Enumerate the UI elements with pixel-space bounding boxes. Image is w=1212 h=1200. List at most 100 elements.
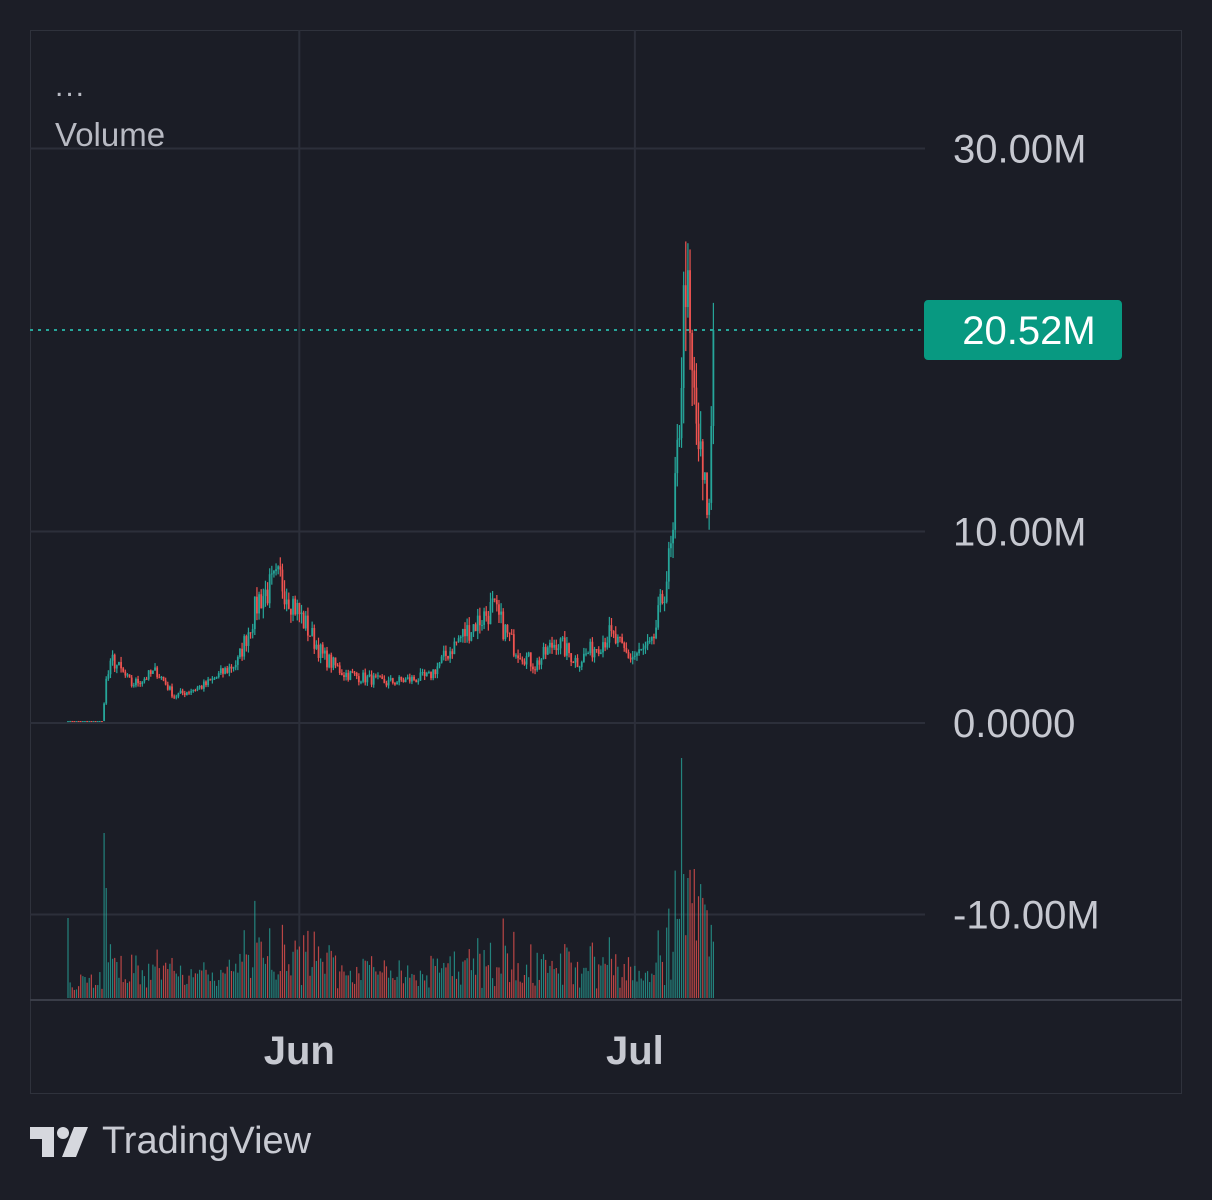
candle-body [190, 691, 193, 693]
candle-body [614, 633, 617, 644]
candle-body [625, 647, 628, 652]
candlesticks[interactable] [67, 241, 715, 723]
candle-body [570, 653, 573, 663]
candle-body [574, 657, 577, 663]
candle-body [640, 649, 643, 651]
candle-body [249, 632, 252, 634]
candle-body [508, 632, 511, 634]
candle-body [430, 672, 432, 679]
candle-body [338, 665, 341, 673]
candle-body [166, 684, 169, 690]
candle-body [566, 643, 568, 656]
candle-body [440, 656, 443, 663]
candle-body [538, 660, 541, 665]
candle-body [476, 615, 479, 632]
candle-body [264, 589, 267, 597]
last-value-badge-label: 20.52M [962, 309, 1095, 353]
candle-body [251, 629, 254, 633]
candle-body [704, 472, 706, 480]
candle-body [107, 674, 110, 679]
candle-body [164, 680, 167, 685]
candle-body [638, 649, 640, 654]
candle-body [84, 721, 86, 723]
candle-body [262, 596, 265, 609]
brand-name: TradingView [102, 1120, 312, 1162]
candle-body [457, 638, 460, 642]
candle-body [682, 285, 685, 388]
tradingview-logo-icon [30, 1126, 88, 1157]
candle-body [304, 615, 307, 629]
candle-body [661, 593, 664, 604]
chart-frame[interactable] [30, 30, 1182, 1094]
last-value-badge-bg [924, 300, 1122, 361]
candle-body [374, 675, 377, 677]
price-axis-label: 30.00M [953, 128, 1086, 172]
volume-bars [67, 758, 714, 998]
candle-body [213, 678, 216, 680]
candle-body [192, 689, 195, 692]
candle-body [691, 332, 694, 371]
candle-body [130, 677, 133, 686]
candle-body [381, 676, 384, 679]
candle-body [71, 721, 74, 723]
candle-body [636, 653, 638, 656]
candle-body [436, 666, 439, 675]
candle-body [706, 472, 708, 515]
legend-menu-button[interactable]: ... [55, 70, 87, 103]
candle-body [105, 678, 108, 704]
candle-body [351, 671, 354, 673]
candle-body [222, 668, 224, 674]
candle-body [606, 642, 609, 648]
candle-body [487, 615, 490, 625]
candle-body [495, 599, 498, 605]
candle-body [171, 686, 173, 697]
candle-body [241, 648, 243, 657]
time-axis[interactable]: Jun Jul [264, 1029, 664, 1073]
candle-body [94, 721, 97, 723]
candle-body [383, 678, 386, 684]
candle-body [137, 678, 139, 684]
candle-body [712, 330, 715, 426]
candle-body [483, 611, 486, 625]
candle-body [285, 599, 288, 605]
candle-body [587, 653, 590, 655]
candle-body [404, 678, 407, 683]
candle-body [205, 681, 207, 686]
candle-body [268, 574, 271, 604]
tradingview-brand[interactable]: TradingView [30, 1120, 311, 1163]
candle-body [432, 669, 435, 679]
candle-body [536, 660, 539, 670]
candle-body [152, 670, 154, 674]
candle-body [402, 680, 405, 683]
candle-body [659, 593, 662, 606]
candle-body [103, 703, 105, 722]
candle-body [491, 598, 494, 602]
candle-body [655, 627, 657, 639]
price-axis[interactable]: 30.00M 10.00M 0.0000 -10.00M [953, 128, 1100, 938]
candle-body [506, 624, 509, 633]
candle-body [326, 650, 328, 668]
candle-body [287, 599, 290, 609]
time-axis-label: Jun [264, 1029, 335, 1073]
candle-body [553, 644, 556, 648]
candle-body [515, 655, 517, 657]
candle-body [73, 721, 76, 723]
candle-body [357, 676, 360, 683]
candle-body [470, 632, 473, 641]
candle-body [642, 648, 645, 650]
candle-body [408, 677, 411, 682]
candle-body [394, 683, 396, 685]
candle-body [296, 602, 299, 615]
candle-body [279, 566, 282, 570]
candle-body [122, 668, 125, 672]
candle-body [451, 651, 454, 655]
candle-body [474, 624, 477, 632]
candle-body [98, 721, 101, 723]
candle-body [277, 566, 280, 570]
candle-body [701, 441, 704, 480]
candle-body [290, 608, 292, 615]
candle-body [162, 676, 165, 681]
candle-body [461, 629, 464, 637]
candle-body [111, 654, 114, 661]
